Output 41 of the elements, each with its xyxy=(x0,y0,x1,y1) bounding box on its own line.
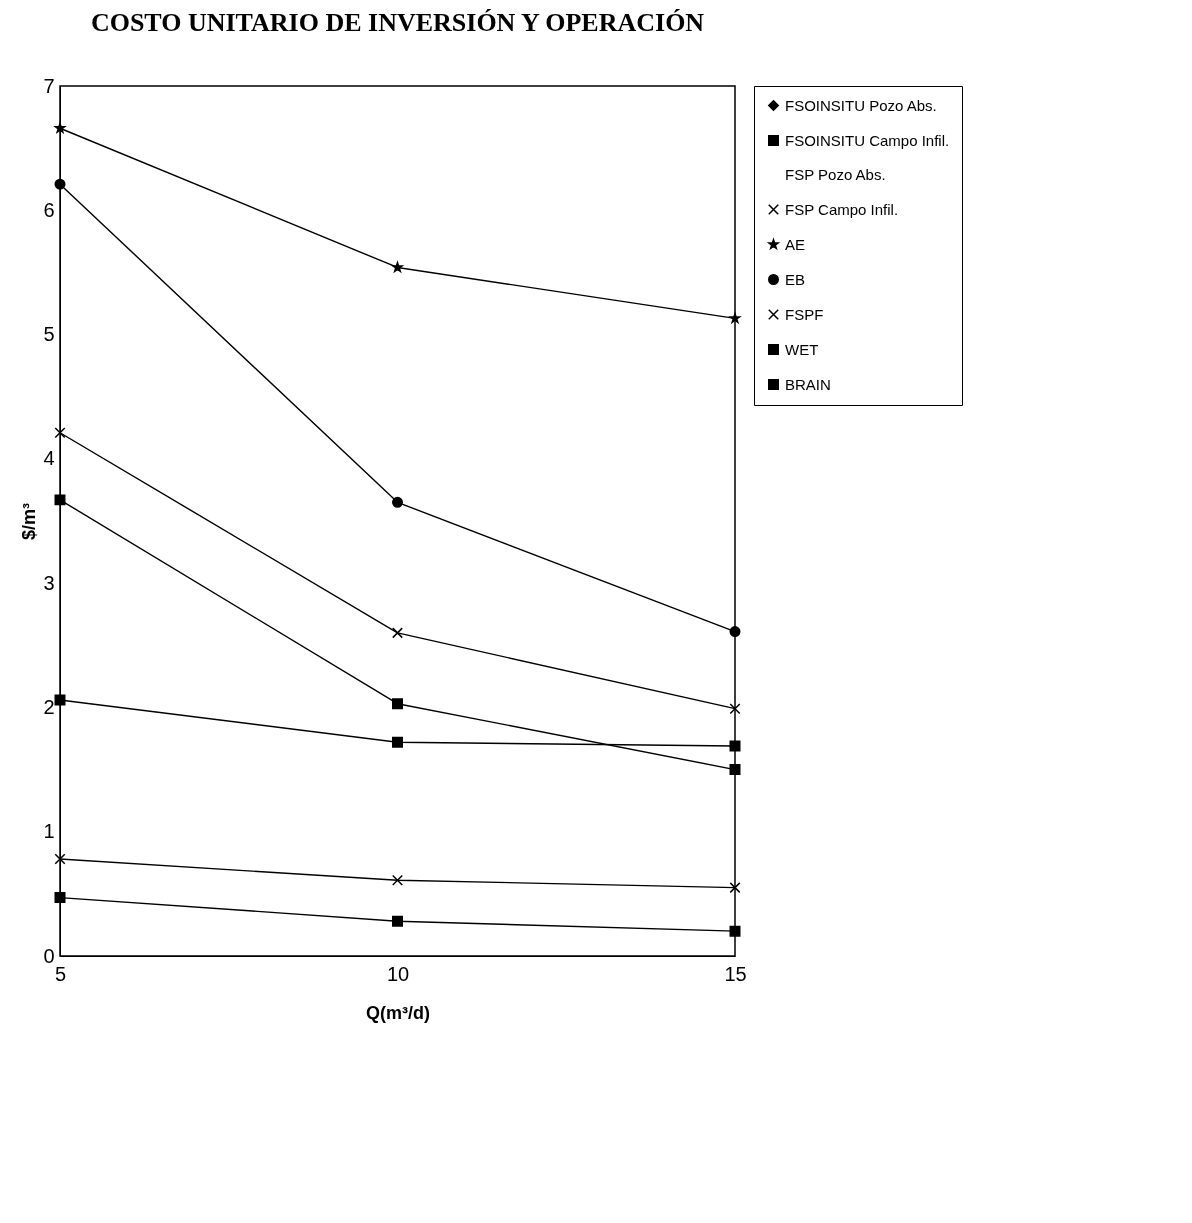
legend-label: BRAIN xyxy=(785,375,831,393)
legend-label: AE xyxy=(785,235,806,253)
legend-label: FSP Campo Infil. xyxy=(785,200,899,218)
point xyxy=(392,627,403,639)
point xyxy=(729,740,741,752)
y-tick-label: 6 xyxy=(43,198,55,221)
y-tick-label: 0 xyxy=(43,944,55,967)
point xyxy=(54,892,66,904)
point xyxy=(392,915,403,927)
point xyxy=(729,703,741,715)
chart-title: COSTO UNITARIO DE INVERSIÓN Y OPERACIÓN xyxy=(90,8,705,37)
y-axis-title: $/m³ xyxy=(19,502,40,541)
point xyxy=(729,882,741,894)
legend-label: WET xyxy=(785,340,819,358)
legend-label: FSOINSITU Campo Infil. xyxy=(785,131,950,149)
legend-label: FSOINSITU Pozo Abs. xyxy=(785,96,937,114)
x-tick-label: 15 xyxy=(724,962,747,985)
y-tick-label: 2 xyxy=(43,695,55,718)
point xyxy=(54,853,66,865)
point xyxy=(392,496,403,508)
y-tick-label: 3 xyxy=(43,571,55,594)
point xyxy=(729,626,741,638)
point xyxy=(54,427,66,439)
y-tick-label: 4 xyxy=(43,447,55,470)
x-axis-title: Q(m³/d) xyxy=(366,1002,430,1023)
legend-label: FSP Pozo Abs. xyxy=(785,165,886,183)
point xyxy=(54,178,66,190)
legend-label: EB xyxy=(785,270,806,288)
point xyxy=(54,122,66,133)
point xyxy=(392,736,403,748)
point xyxy=(54,694,66,706)
x-tick-label: 10 xyxy=(386,962,410,985)
point xyxy=(392,874,403,886)
point xyxy=(729,764,741,776)
point xyxy=(392,698,403,710)
point xyxy=(729,925,741,937)
point xyxy=(54,494,66,506)
y-tick-label: 7 xyxy=(43,74,55,97)
legend-label: FSPF xyxy=(785,305,824,323)
y-tick-label: 1 xyxy=(43,820,55,843)
y-tick-label: 5 xyxy=(43,323,55,346)
